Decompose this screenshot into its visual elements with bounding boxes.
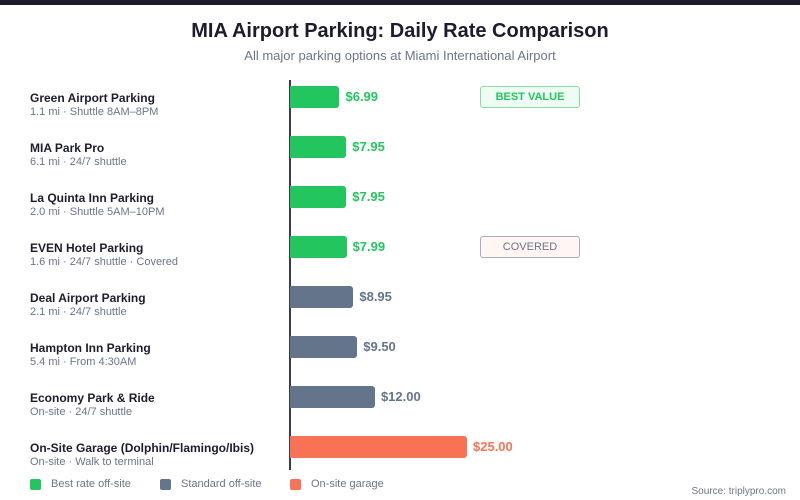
category-detail: 1.6 mi · 24/7 shuttle · Covered <box>30 256 178 268</box>
legend-label: Standard off-site <box>181 478 262 490</box>
source-note: Source: triplypro.com <box>691 486 786 497</box>
category-label: EVEN Hotel Parking 1.6 mi · 24/7 shuttle … <box>30 241 178 268</box>
category-name: MIA Park Pro <box>30 141 105 155</box>
legend-swatch <box>30 478 41 490</box>
bar <box>290 286 354 308</box>
legend-item: Best rate off-site <box>30 478 131 490</box>
category-detail: On-site · 24/7 shuttle <box>30 406 133 418</box>
category-detail: 2.0 mi · Shuttle 5AM–10PM <box>30 206 165 218</box>
data-label: $12.00 <box>380 389 421 404</box>
category-label: Economy Park & Ride On-site · 24/7 shuttl… <box>30 391 155 418</box>
badge: BEST VALUE <box>480 86 580 108</box>
data-label: $9.50 <box>363 339 396 354</box>
legend-label: Best rate off-site <box>51 478 131 490</box>
bar <box>290 386 375 408</box>
category-name: EVEN Hotel Parking <box>30 241 144 255</box>
data-label: $7.95 <box>352 139 385 154</box>
badge: COVERED <box>480 236 580 258</box>
chart-title: MIA Airport Parking: Daily Rate Comparis… <box>191 20 609 42</box>
bar <box>290 236 347 258</box>
top-bar <box>0 0 800 5</box>
category-detail: 6.1 mi · 24/7 shuttle <box>30 156 127 168</box>
category-label: Green Airport Parking 1.1 mi · Shuttle 8A… <box>30 91 158 118</box>
category-label: On-Site Garage (Dolphin/Flamingo/Ibis) On… <box>30 441 254 468</box>
data-label: $7.99 <box>352 239 386 254</box>
data-label: $8.95 <box>359 289 392 304</box>
bar <box>290 86 340 108</box>
category-name: La Quinta Inn Parking <box>30 191 155 205</box>
category-label: MIA Park Pro 6.1 mi · 24/7 shuttle <box>30 141 127 168</box>
chart-subtitle: All major parking options at Miami Inter… <box>244 48 556 63</box>
category-detail: 2.1 mi · 24/7 shuttle <box>30 306 127 318</box>
data-label: $25.00 <box>473 439 513 454</box>
category-name: Hampton Inn Parking <box>30 341 151 355</box>
category-name: Deal Airport Parking <box>30 291 146 305</box>
legend-item: On-site garage <box>290 478 384 490</box>
category-label: La Quinta Inn Parking 2.0 mi · Shuttle 5A… <box>30 191 165 218</box>
category-detail: 1.1 mi · Shuttle 8AM–8PM <box>30 106 159 118</box>
category-detail: 5.4 mi · From 4:30AM <box>30 356 137 368</box>
legend-swatch <box>290 478 301 490</box>
bar <box>290 436 467 458</box>
bar <box>290 186 347 208</box>
category-name: Economy Park & Ride <box>30 391 155 405</box>
category-label: Hampton Inn Parking 5.4 mi · From 4:30AM <box>30 341 151 368</box>
bar <box>290 136 347 158</box>
category-detail: On-site · Walk to terminal <box>30 456 154 468</box>
legend-item: Standard off-site <box>160 478 262 490</box>
category-label: Deal Airport Parking 2.1 mi · 24/7 shuttl… <box>30 291 146 318</box>
data-label: $7.95 <box>352 189 385 204</box>
data-label: $6.99 <box>345 89 379 104</box>
category-name: On-Site Garage (Dolphin/Flamingo/Ibis) <box>30 441 255 455</box>
category-name: Green Airport Parking <box>30 91 155 105</box>
bar <box>290 336 358 358</box>
legend-swatch <box>160 478 171 490</box>
y-axis-line <box>289 80 291 470</box>
legend-label: On-site garage <box>311 478 384 490</box>
